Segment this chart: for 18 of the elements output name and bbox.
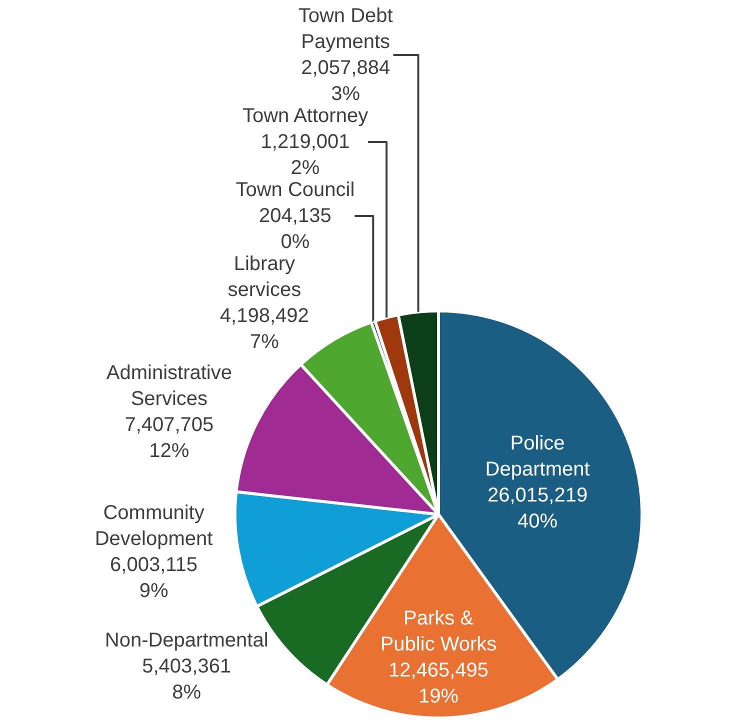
data-label: 5,403,361 8% <box>142 656 232 704</box>
data-label: 12,465,495 19% <box>388 660 489 708</box>
data-label: 4,198,492 7% <box>220 304 309 353</box>
data-label: 7,407,705 12% <box>124 414 214 462</box>
slice-label: Town Attorney <box>242 104 368 127</box>
data-label: 6,003,115 9% <box>110 554 198 602</box>
slice-label: Non-Departmental <box>104 630 268 652</box>
slice-label: Library services <box>228 252 302 301</box>
slice-label: Community Development <box>94 502 214 550</box>
data-label: 26,015,219 40% <box>487 484 588 532</box>
slice-label: Town Council <box>236 178 355 201</box>
data-label: 1,219,001 2% <box>260 130 350 179</box>
slice-label: Parks & Public Works <box>380 608 497 656</box>
slice-label: Administrative Services <box>106 362 232 410</box>
slice-label: Town Debt Payments <box>298 4 394 53</box>
data-label: 2,057,884 3% <box>301 56 390 105</box>
data-label: 204,135 0% <box>259 204 332 253</box>
slice-label: Police Department <box>485 432 590 480</box>
